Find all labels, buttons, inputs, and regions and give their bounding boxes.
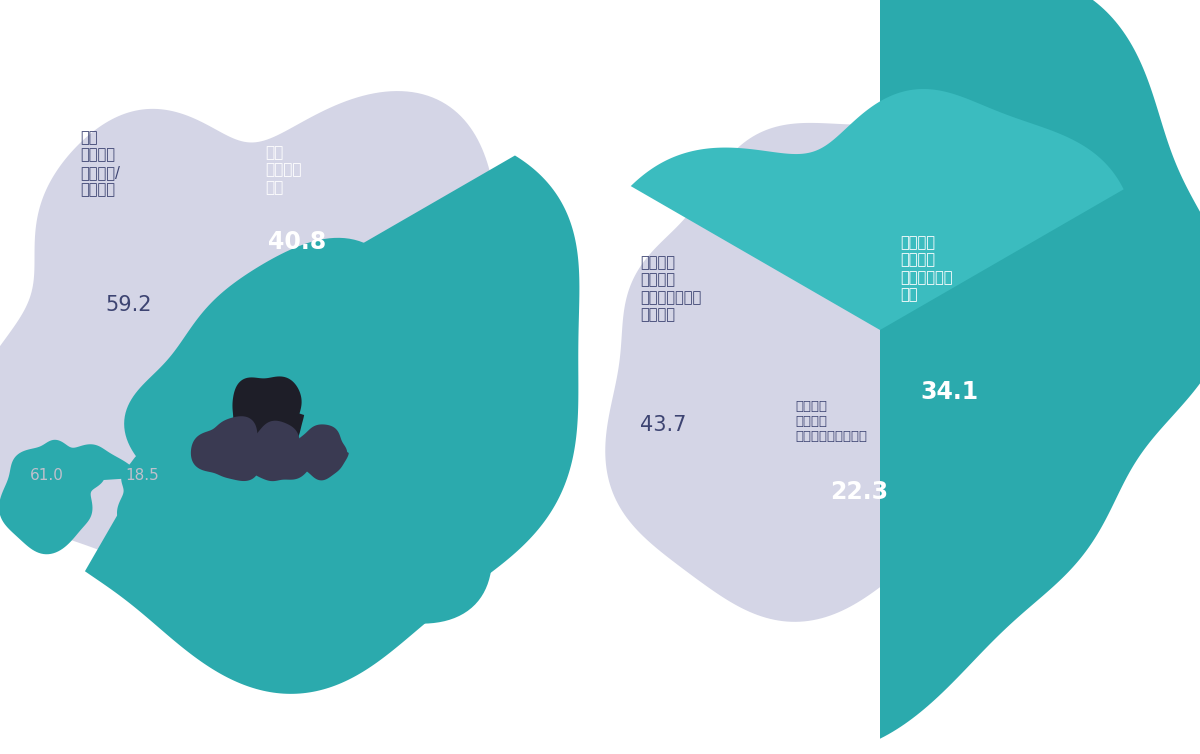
Polygon shape bbox=[248, 421, 313, 481]
Polygon shape bbox=[85, 155, 580, 694]
Text: 59.2: 59.2 bbox=[106, 295, 151, 315]
Text: 旅行先で
自転車に
乗ってみたいと思う: 旅行先で 自転車に 乗ってみたいと思う bbox=[796, 400, 866, 443]
Polygon shape bbox=[191, 416, 260, 481]
Text: 旅行先で
自転車に
乗ったことが
ある: 旅行先で 自転車に 乗ったことが ある bbox=[900, 235, 953, 302]
Polygon shape bbox=[294, 425, 349, 480]
Polygon shape bbox=[631, 89, 1123, 330]
Text: 普段
自転車に
乗らない/
乗れない: 普段 自転車に 乗らない/ 乗れない bbox=[80, 130, 120, 198]
Polygon shape bbox=[233, 376, 304, 456]
Polygon shape bbox=[124, 238, 503, 639]
Polygon shape bbox=[118, 452, 209, 547]
Text: 43.7: 43.7 bbox=[640, 415, 686, 435]
Text: 普段
自転車に
乗る: 普段 自転車に 乗る bbox=[265, 145, 301, 195]
Text: 34.1: 34.1 bbox=[920, 380, 978, 404]
Text: 40.8: 40.8 bbox=[268, 230, 326, 254]
Polygon shape bbox=[605, 123, 1070, 622]
Text: 旅行先で
自転車に
乗ってみたいと
思わない: 旅行先で 自転車に 乗ってみたいと 思わない bbox=[640, 255, 701, 322]
Text: 61.0: 61.0 bbox=[30, 468, 64, 483]
Text: 18.5: 18.5 bbox=[125, 468, 158, 483]
Text: 22.3: 22.3 bbox=[830, 480, 888, 504]
Polygon shape bbox=[0, 91, 498, 575]
Polygon shape bbox=[880, 0, 1200, 739]
Polygon shape bbox=[0, 440, 140, 554]
